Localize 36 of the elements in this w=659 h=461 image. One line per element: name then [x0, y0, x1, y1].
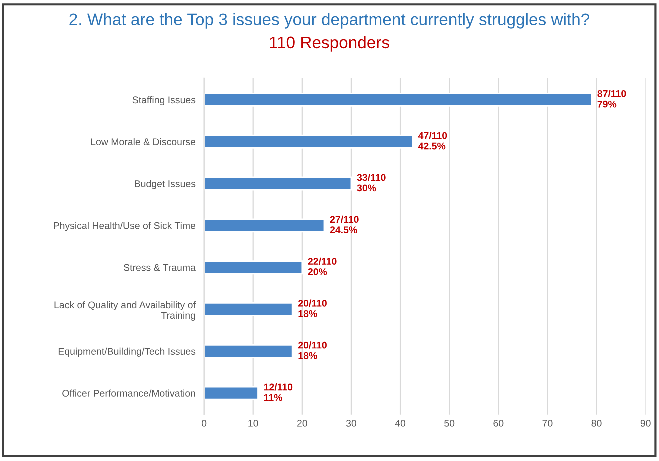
y-tick-label: Stress & Trauma [124, 264, 196, 272]
y-tick-label: Physical Health/Use of Sick Time [54, 222, 196, 232]
y-tick-label: Lack of Quality and Availability of Training [54, 301, 196, 321]
bar [204, 92, 593, 107]
x-tick-label: 50 [444, 420, 455, 427]
data-label: 87/110 79% [598, 90, 626, 108]
bar [204, 218, 326, 233]
y-tick-label: Officer Performance/Motivation [62, 390, 196, 397]
y-tick-label: Low Morale & Discourse [91, 138, 196, 146]
bar [204, 260, 304, 275]
data-label: 20/110 18% [298, 342, 327, 360]
x-tick-label: 30 [346, 420, 356, 427]
x-tick-label: 10 [248, 420, 258, 427]
y-tick-label: Staffing Issues [132, 96, 196, 106]
data-label: 47/110 42.5% [418, 132, 448, 150]
x-tick-label: 90 [640, 420, 651, 427]
bar [204, 386, 259, 400]
data-label: 20/110 18% [298, 300, 327, 318]
y-tick-label: Equipment/Building/Tech Issues [58, 348, 196, 357]
y-tick-label: Budget Issues [135, 180, 196, 190]
x-tick-label: 70 [542, 420, 553, 427]
bar [204, 176, 352, 191]
data-label: 12/110 11% [264, 384, 293, 402]
x-tick-label: 20 [297, 420, 308, 427]
bar [204, 302, 294, 316]
data-label: 27/110 24.5% [330, 216, 359, 234]
x-tick-label: 60 [494, 420, 504, 427]
bar [204, 344, 294, 358]
bar [204, 134, 414, 149]
chart-subtitle: 110 Responders [270, 36, 390, 52]
data-label: 33/110 30% [357, 174, 386, 192]
chart-title: 2. What are the Top 3 issues your department currently struggles with? [70, 13, 590, 29]
data-label: 22/110 20% [308, 258, 337, 276]
x-tick-label: 0 [202, 420, 207, 427]
x-tick-label: 40 [395, 420, 406, 427]
x-tick-label: 80 [592, 420, 602, 427]
